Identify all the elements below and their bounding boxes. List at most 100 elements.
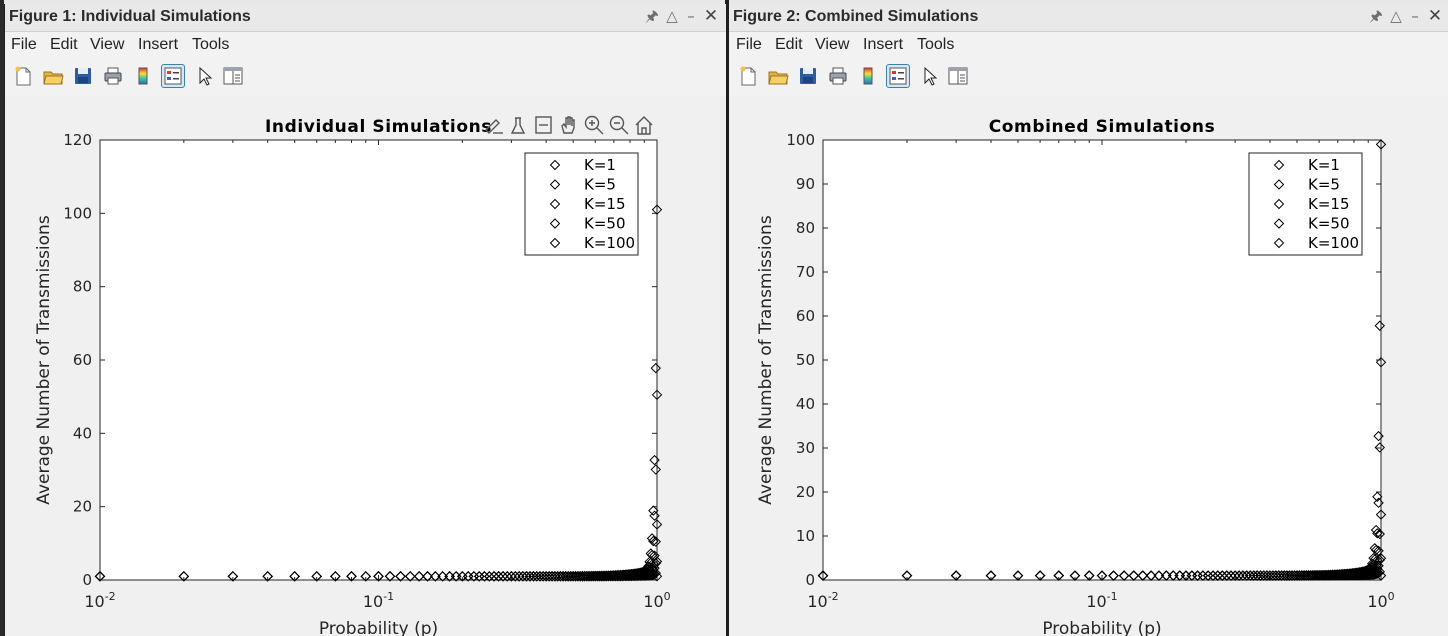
edit-pointer-icon[interactable]	[194, 65, 216, 87]
save-icon[interactable]	[72, 65, 94, 87]
data-point	[645, 548, 657, 559]
print-icon[interactable]	[827, 65, 849, 87]
maximize-icon[interactable]: △	[666, 7, 678, 25]
data-point	[497, 571, 509, 582]
data-markers	[94, 204, 663, 582]
data-point	[567, 570, 579, 582]
data-point	[560, 571, 571, 582]
new-figure-icon[interactable]	[12, 65, 34, 87]
menu-insert[interactable]: Insert	[138, 36, 179, 53]
data-point	[384, 571, 396, 582]
zoom-in-icon[interactable]	[584, 115, 604, 135]
data-point	[1084, 570, 1095, 581]
open-file-icon[interactable]	[42, 65, 64, 87]
data-point	[1212, 570, 1223, 581]
pin-icon[interactable]: 🖈	[1369, 7, 1383, 25]
legend-marker	[1273, 237, 1285, 249]
menu-file[interactable]: File	[11, 36, 37, 53]
data-point	[1221, 570, 1232, 581]
restore-view-icon[interactable]	[635, 116, 653, 135]
data-point	[1225, 570, 1237, 581]
minimize-icon[interactable]: –	[687, 7, 695, 25]
print-icon[interactable]	[102, 65, 124, 87]
pan-icon[interactable]	[561, 116, 575, 134]
property-inspector-icon[interactable]	[947, 65, 969, 87]
data-point	[1233, 570, 1245, 581]
data-point	[479, 571, 490, 582]
new-figure-icon[interactable]	[737, 65, 759, 87]
data-point	[601, 570, 612, 581]
legend-marker	[549, 179, 561, 190]
minimize-icon[interactable]: –	[1411, 7, 1419, 25]
y-tick-label: 20	[796, 483, 815, 501]
y-tick-label: 40	[73, 424, 92, 442]
data-point	[570, 570, 581, 582]
data-point	[565, 571, 576, 582]
data-point	[650, 464, 661, 475]
close-icon[interactable]: ✕	[1427, 6, 1443, 26]
menu-tools[interactable]: Tools	[192, 36, 230, 53]
desktop-edge	[0, 0, 4, 636]
plot-area[interactable]: 0 10 20 30 40 50 60 70 80 90 100 10-2 10-1 100 Combine…	[729, 96, 1448, 636]
menu-edit[interactable]: Edit	[50, 36, 78, 53]
brush-icon[interactable]	[485, 119, 503, 134]
y-tick-label: 90	[796, 175, 815, 193]
menu-edit[interactable]: Edit	[775, 36, 803, 53]
save-icon[interactable]	[797, 65, 819, 87]
legend-entry: K=5	[584, 176, 616, 194]
legend-entry: K=50	[584, 215, 626, 233]
data-point	[360, 571, 371, 582]
data-point	[1370, 524, 1382, 536]
legend-icon[interactable]	[886, 64, 910, 88]
data-point	[1229, 570, 1241, 581]
data-point	[651, 389, 663, 401]
data-point	[506, 571, 517, 582]
menu-tools[interactable]: Tools	[917, 36, 955, 53]
data-point	[1375, 509, 1387, 520]
data-point	[94, 571, 106, 582]
data-point	[950, 570, 962, 581]
legend-marker	[1273, 179, 1285, 190]
data-point	[1323, 569, 1335, 581]
data-point	[1358, 566, 1370, 577]
data-point	[1374, 528, 1385, 540]
edit-pointer-icon[interactable]	[919, 65, 941, 87]
data-point	[1369, 543, 1380, 554]
maximize-icon[interactable]: △	[1390, 7, 1402, 25]
chart-1[interactable]: 0 20 40 60 80 100 120 10-2 10-1 100 Individual Sim…	[5, 96, 726, 636]
data-point	[1241, 570, 1252, 581]
close-icon[interactable]: ✕	[703, 6, 719, 26]
menu-view[interactable]: View	[815, 36, 850, 53]
legend-box	[1248, 152, 1363, 256]
y-tick-label: 100	[786, 131, 815, 149]
zoom-out-icon[interactable]	[609, 115, 629, 135]
colorbar-icon[interactable]	[857, 65, 879, 87]
colorbar-icon[interactable]	[132, 65, 154, 87]
data-point	[1372, 491, 1383, 502]
menu-file[interactable]: File	[736, 36, 762, 53]
zoom-area-icon[interactable]	[535, 116, 552, 134]
pin-icon[interactable]: 🖈	[645, 7, 659, 25]
data-point	[1069, 570, 1081, 581]
legend-entry: K=15	[1308, 195, 1350, 213]
data-point	[649, 550, 660, 561]
menu-view[interactable]: View	[90, 36, 125, 53]
y-tick-label: 10	[796, 527, 815, 545]
open-file-icon[interactable]	[767, 65, 789, 87]
chart-2[interactable]: 0 10 20 30 40 50 60 70 80 90 100 10-2 10-1 100 Combine…	[729, 96, 1448, 636]
data-point	[1197, 570, 1209, 581]
property-inspector-icon[interactable]	[222, 65, 244, 87]
data-point	[901, 570, 913, 581]
menu-insert[interactable]: Insert	[863, 36, 904, 53]
data-point	[1374, 442, 1385, 453]
y-tick-label: 60	[796, 307, 815, 325]
legend-icon[interactable]	[161, 64, 185, 88]
legend-marker	[549, 159, 561, 171]
data-point	[572, 570, 584, 582]
data-point	[1375, 570, 1387, 581]
plot-area[interactable]: 0 20 40 60 80 100 120 10-2 10-1 100 Individual Sim…	[5, 96, 726, 636]
data-point	[395, 571, 406, 582]
legend-box	[524, 152, 639, 256]
data-cursor-icon[interactable]	[510, 117, 526, 134]
data-point	[1207, 570, 1219, 581]
